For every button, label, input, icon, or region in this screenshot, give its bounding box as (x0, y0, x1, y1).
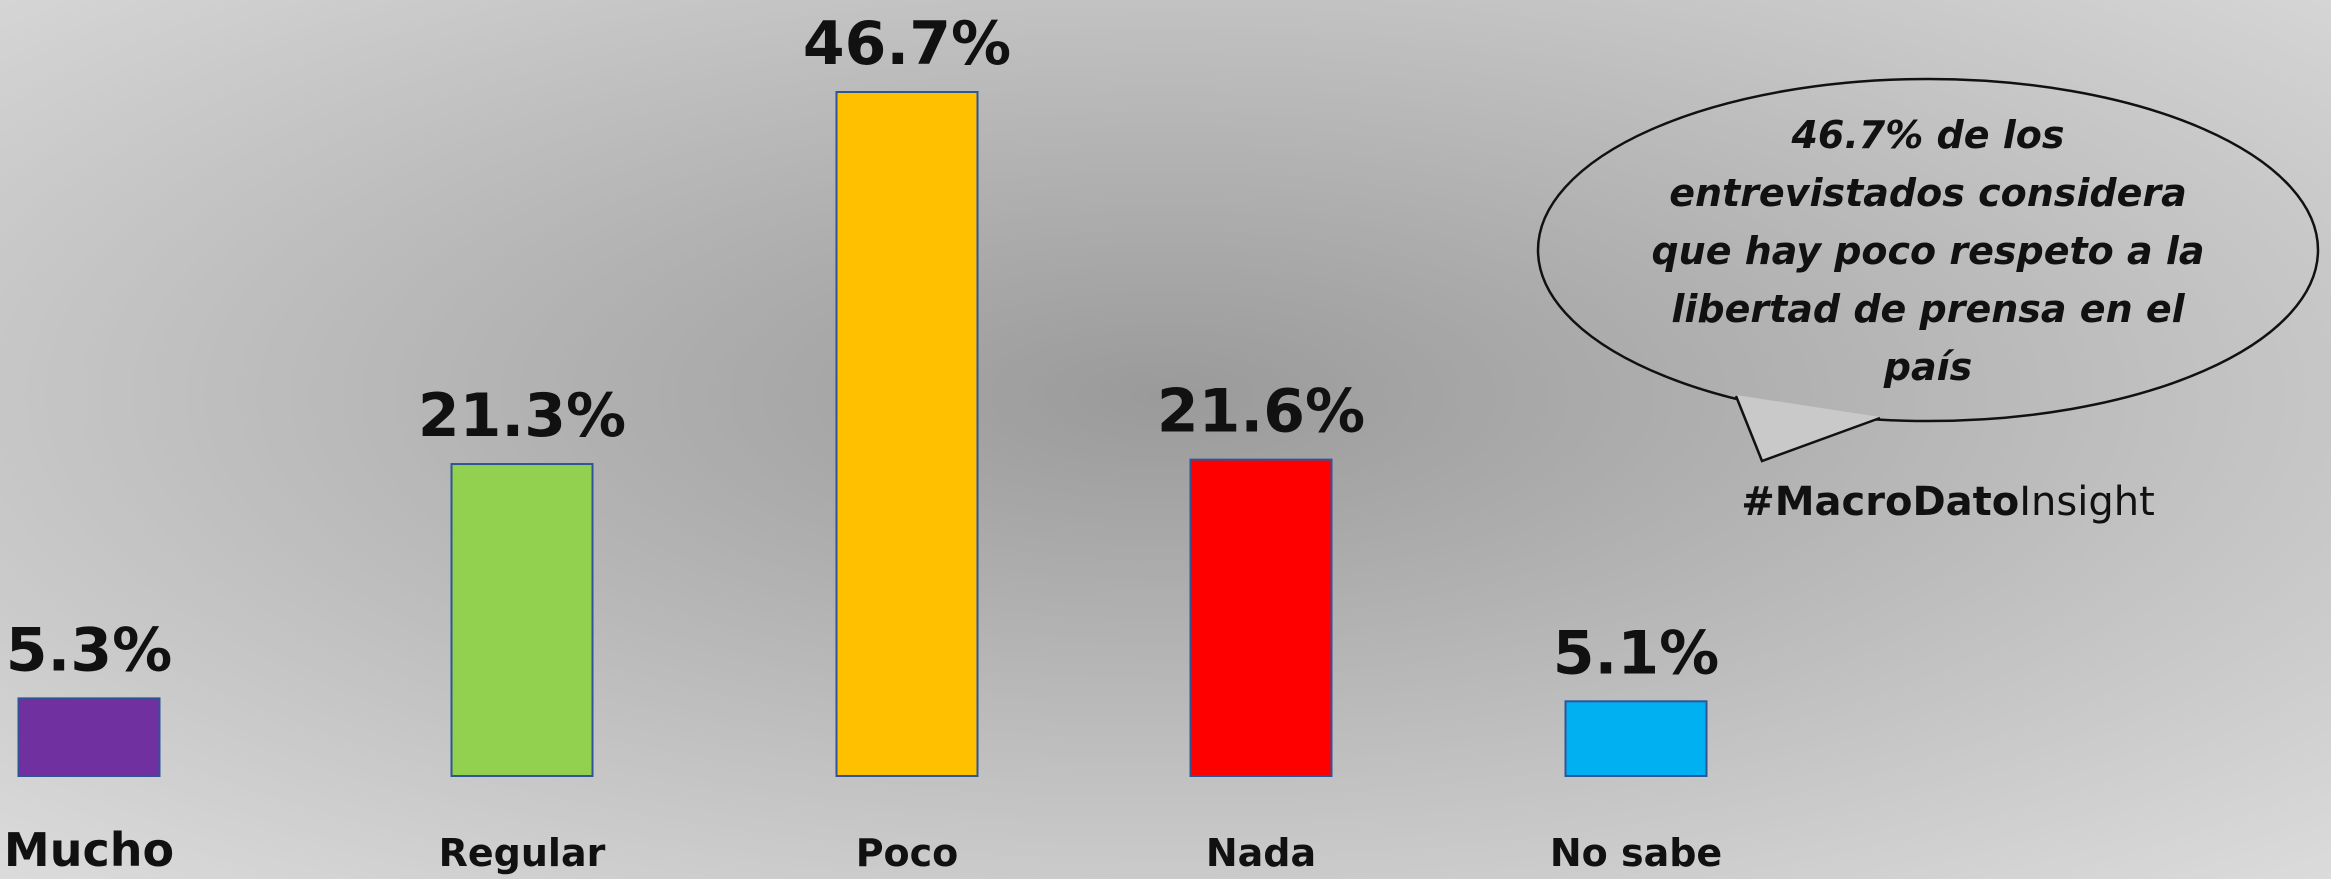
annotation-line: libertad de prensa en el (1671, 287, 2185, 331)
value-label: 5.1% (1553, 618, 1719, 688)
value-label: 21.6% (1157, 377, 1365, 447)
annotation: 46.7% de los entrevistados considera que h… (1651, 113, 2204, 389)
bar (17, 697, 161, 778)
bar (450, 463, 594, 777)
hashtag-bold: #MacroDato (1741, 479, 2019, 525)
annotation-line: entrevistados considera (1669, 171, 2187, 215)
value-label: 5.3% (6, 615, 172, 685)
category-label: No sabe (1550, 831, 1722, 875)
hashtag: #MacroDatoInsight (1741, 479, 2155, 525)
callout-tail (1734, 395, 1881, 463)
bar (835, 91, 979, 777)
value-label: 46.7% (803, 9, 1011, 79)
annotation-line: país (1883, 345, 1973, 389)
category-label: Nada (1206, 831, 1316, 875)
category-label: Poco (856, 831, 959, 875)
callout-tail-fill (1736, 395, 1880, 461)
annotation-line: que hay poco respeto a la (1651, 229, 2204, 273)
annotation-line: 46.7% de los (1790, 113, 2064, 157)
bar (1564, 700, 1708, 778)
category-label: Mucho (4, 823, 174, 877)
bar (1189, 458, 1333, 777)
value-label: 21.3% (418, 381, 626, 451)
category-label: Regular (439, 831, 606, 875)
hashtag-normal: Insight (2019, 479, 2155, 525)
callout-bubble (1536, 77, 2320, 423)
